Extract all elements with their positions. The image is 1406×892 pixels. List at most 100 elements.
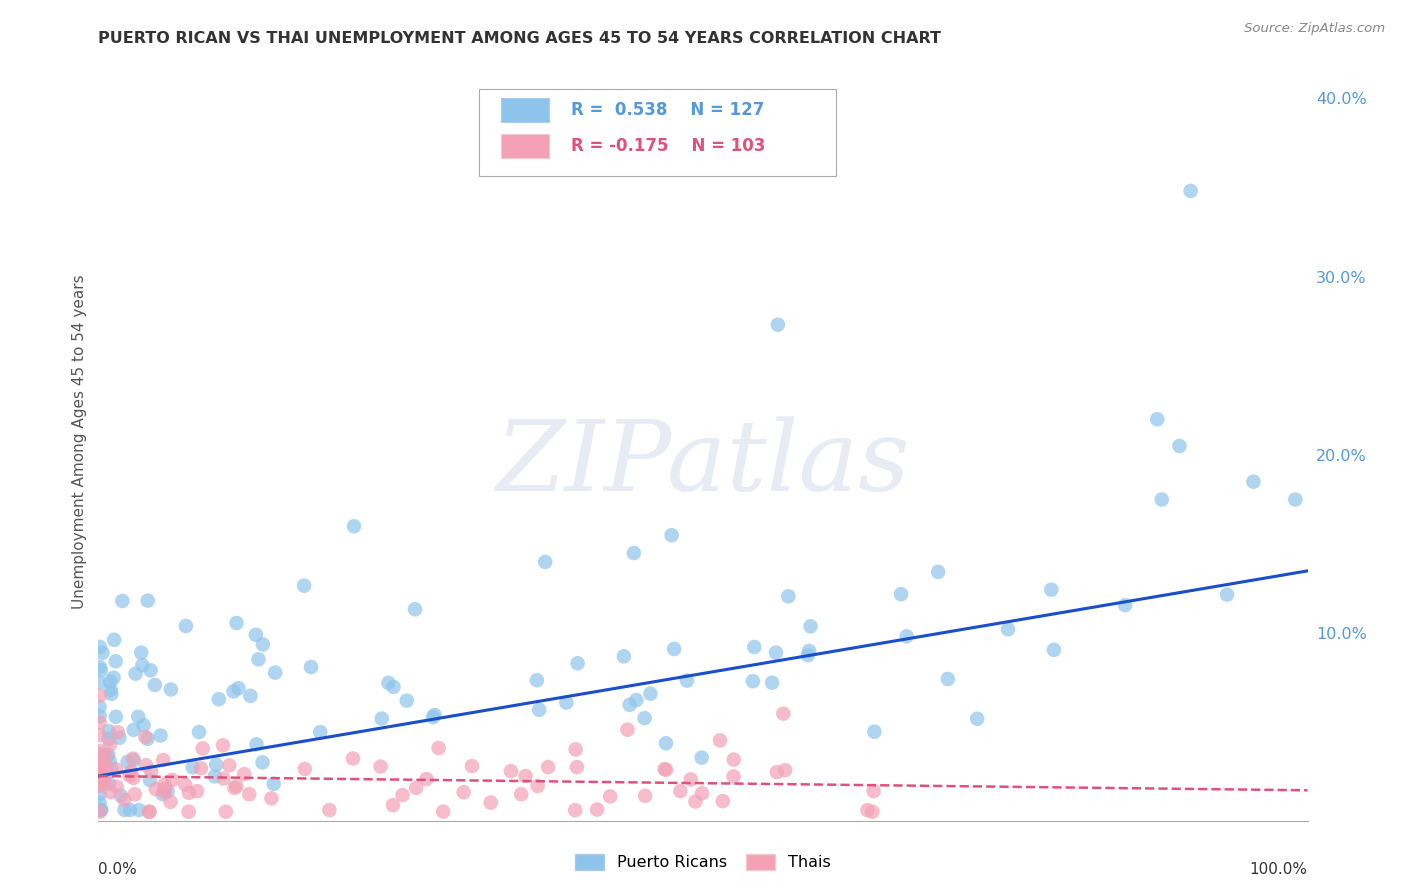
Point bbox=[662, 642, 685, 657]
Point bbox=[89, 749, 111, 764]
Point bbox=[1284, 492, 1306, 507]
Point bbox=[863, 724, 886, 739]
Point bbox=[860, 805, 883, 819]
Point bbox=[89, 675, 111, 690]
Point bbox=[799, 619, 821, 633]
Point bbox=[139, 764, 162, 779]
Point bbox=[709, 733, 731, 747]
Point bbox=[479, 796, 502, 810]
Point bbox=[117, 755, 139, 769]
Point bbox=[89, 764, 111, 779]
Point bbox=[89, 772, 111, 787]
Point bbox=[153, 778, 176, 792]
Point bbox=[510, 787, 533, 801]
Point bbox=[89, 747, 111, 761]
Point bbox=[177, 805, 200, 819]
Point bbox=[188, 725, 211, 739]
Point bbox=[139, 773, 162, 788]
Legend: Puerto Ricans, Thais: Puerto Ricans, Thais bbox=[569, 847, 837, 877]
Point bbox=[515, 769, 537, 783]
Point bbox=[761, 675, 783, 690]
Point bbox=[797, 644, 820, 658]
Point bbox=[143, 678, 166, 692]
Point bbox=[89, 803, 111, 817]
Point bbox=[856, 803, 879, 817]
Point bbox=[121, 751, 143, 765]
Text: 0.0%: 0.0% bbox=[98, 863, 138, 878]
Point bbox=[129, 646, 152, 660]
Point bbox=[239, 689, 262, 703]
Point bbox=[661, 528, 683, 542]
Point bbox=[112, 793, 135, 807]
Point bbox=[191, 741, 214, 756]
Point bbox=[537, 760, 560, 774]
Point bbox=[1216, 588, 1239, 602]
Point bbox=[453, 785, 475, 799]
Point bbox=[294, 762, 316, 776]
Point bbox=[765, 646, 787, 660]
FancyBboxPatch shape bbox=[501, 134, 550, 158]
Point bbox=[145, 782, 167, 797]
Point bbox=[555, 696, 578, 710]
Point bbox=[377, 676, 399, 690]
Point bbox=[432, 805, 454, 819]
Point bbox=[370, 759, 392, 773]
Point bbox=[766, 318, 789, 332]
Point bbox=[174, 619, 197, 633]
Point bbox=[104, 654, 127, 668]
Point bbox=[98, 674, 121, 689]
Point bbox=[118, 803, 141, 817]
Point bbox=[152, 753, 174, 767]
Point bbox=[405, 780, 427, 795]
Point bbox=[309, 725, 332, 739]
Point bbox=[778, 589, 800, 603]
Point bbox=[233, 767, 256, 781]
Point bbox=[862, 784, 884, 798]
Point bbox=[89, 728, 111, 742]
Point bbox=[110, 789, 132, 803]
Point bbox=[669, 784, 692, 798]
Point bbox=[997, 622, 1019, 636]
Point bbox=[186, 784, 208, 798]
Point bbox=[89, 768, 111, 782]
Point bbox=[564, 803, 586, 817]
Point bbox=[89, 640, 111, 654]
Point bbox=[104, 710, 127, 724]
Point bbox=[1241, 475, 1264, 489]
Point bbox=[112, 803, 135, 817]
Point bbox=[89, 763, 111, 777]
Point bbox=[156, 784, 179, 798]
Point bbox=[404, 602, 426, 616]
Point bbox=[122, 753, 145, 767]
Point bbox=[91, 774, 114, 789]
Point bbox=[690, 786, 713, 800]
Text: Source: ZipAtlas.com: Source: ZipAtlas.com bbox=[1244, 22, 1385, 36]
Point bbox=[89, 660, 111, 674]
Point bbox=[89, 758, 111, 772]
Point bbox=[772, 706, 794, 721]
Point bbox=[225, 779, 247, 793]
Point bbox=[640, 687, 662, 701]
Point bbox=[128, 803, 150, 817]
Point bbox=[222, 684, 245, 698]
Point bbox=[245, 737, 267, 751]
Point bbox=[723, 769, 745, 783]
Point bbox=[108, 731, 131, 745]
Point bbox=[623, 546, 645, 560]
Point bbox=[634, 789, 657, 803]
Point bbox=[89, 803, 111, 817]
Point bbox=[224, 780, 246, 795]
Point bbox=[586, 803, 609, 817]
Point bbox=[890, 587, 912, 601]
Point bbox=[134, 730, 156, 744]
Point bbox=[655, 736, 678, 750]
Point bbox=[111, 594, 134, 608]
Point bbox=[94, 748, 117, 763]
Point bbox=[136, 731, 159, 746]
Point bbox=[91, 750, 114, 764]
Point bbox=[208, 692, 231, 706]
Point bbox=[93, 755, 115, 769]
Point bbox=[90, 803, 112, 817]
Point bbox=[225, 615, 247, 630]
Point bbox=[139, 664, 162, 678]
